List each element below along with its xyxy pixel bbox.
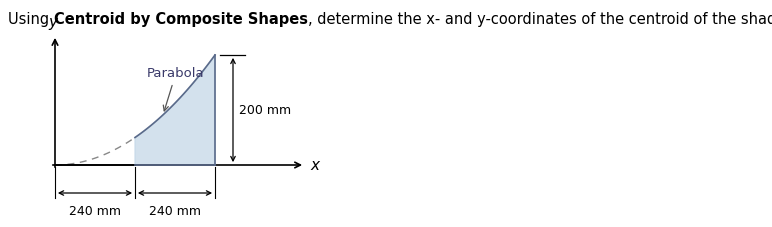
Text: y: y [49,15,57,30]
Text: x: x [310,158,319,173]
Text: , determine the x- and y-coordinates of the centroid of the shaded area.: , determine the x- and y-coordinates of … [308,12,772,27]
Text: Using: Using [8,12,54,27]
Polygon shape [135,55,215,165]
Text: 200 mm: 200 mm [239,104,291,116]
Text: Parabola: Parabola [147,67,205,111]
Text: Centroid by Composite Shapes: Centroid by Composite Shapes [54,12,308,27]
Text: 240 mm: 240 mm [69,205,121,218]
Text: 240 mm: 240 mm [149,205,201,218]
